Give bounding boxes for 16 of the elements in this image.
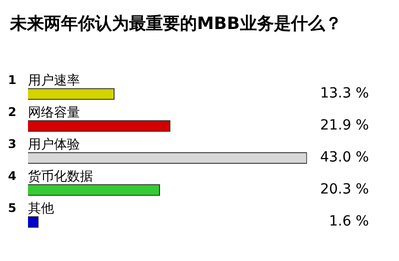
y-tick-label: 用户速率 xyxy=(28,72,80,88)
y-tick-label: 用户体验 xyxy=(28,137,80,152)
y-tick-label: 货币化数据 xyxy=(28,169,93,184)
data-label: 21.9 % xyxy=(320,118,369,134)
data-label: 13.3 % xyxy=(320,86,369,102)
text: 3 xyxy=(8,137,16,152)
data-label: 20.3 % xyxy=(320,182,369,198)
text: 4 xyxy=(8,169,16,184)
data-label: 1.6 % xyxy=(328,214,369,230)
data-label: 43.0 % xyxy=(320,150,369,166)
text: 1 xyxy=(8,73,16,88)
y-tick-label: 其他 xyxy=(28,201,54,216)
y-tick-label: 网络容量 xyxy=(28,104,80,120)
text: 5 xyxy=(8,201,16,216)
text: 2 xyxy=(8,105,16,120)
chart-title: 未来两年你认为最重要的MBB业务是什么？ xyxy=(8,13,343,36)
